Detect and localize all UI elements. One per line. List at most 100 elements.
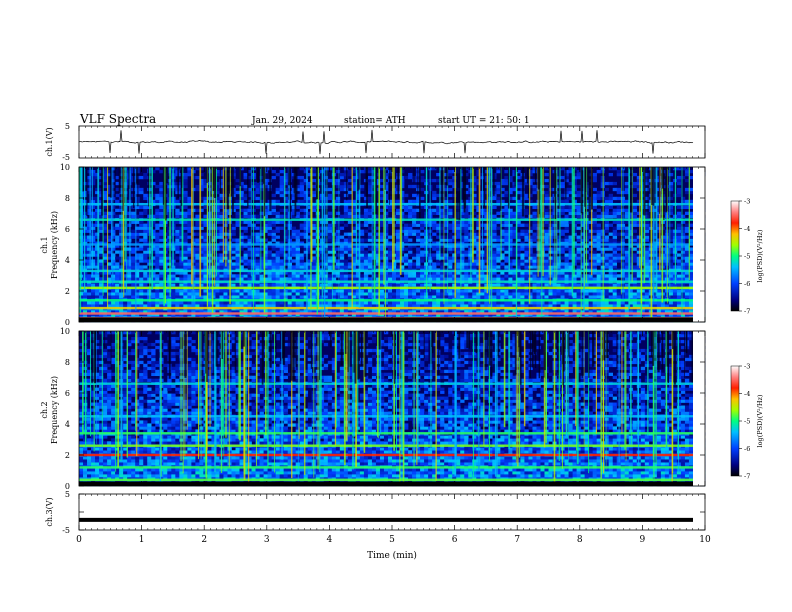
spectrogram-cell — [476, 310, 481, 314]
spectrogram-cell — [327, 232, 333, 236]
spectrogram-cell — [676, 247, 682, 251]
spectrogram-cell — [472, 289, 477, 293]
spectrogram-cell — [508, 235, 513, 239]
spectrogram-cell — [159, 310, 164, 314]
spectrogram-cell — [608, 265, 613, 269]
spectrogram-cell — [119, 232, 124, 236]
spectrogram-cell — [596, 238, 601, 242]
spectrogram-cell — [307, 271, 313, 275]
spectrogram-cell — [115, 283, 120, 287]
spectrogram-cell — [668, 289, 674, 293]
spectrogram-cell — [295, 292, 300, 296]
spectrogram-cell — [111, 310, 116, 314]
spectrogram-cell — [492, 301, 497, 305]
spectrogram-cell — [608, 259, 613, 263]
spectrogram-cell — [155, 289, 160, 293]
spectrogram-cell — [624, 277, 630, 281]
figure-title: VLF Spectra — [79, 112, 156, 126]
spectrogram-cell — [135, 277, 140, 281]
spectrogram-cell — [396, 277, 401, 281]
spectrogram-cell — [524, 247, 529, 251]
spectrogram-cell — [588, 262, 593, 266]
spectrogram-cell — [640, 232, 646, 236]
spectrogram-cell — [428, 292, 433, 296]
spectrogram-cell — [203, 295, 208, 299]
spectrogram-cell — [500, 265, 505, 269]
spectrogram-cell — [195, 310, 200, 314]
spectrogram-cell — [524, 235, 529, 239]
spectrogram-cell — [448, 226, 453, 230]
spectrogram-cell — [668, 238, 674, 242]
spectrogram-cell — [299, 292, 305, 296]
spectrogram-cell — [323, 247, 329, 251]
spectrogram-cell — [660, 304, 666, 308]
spectrogram-cell — [179, 241, 184, 245]
spectrogram-cell — [107, 229, 112, 233]
spectrogram-cell — [420, 295, 425, 299]
spectrogram-cell — [203, 289, 208, 293]
spectrogram-cell — [548, 313, 553, 317]
spectrogram-cell — [496, 283, 501, 287]
spectrogram-cell — [235, 310, 240, 314]
spectrogram-cell — [143, 277, 148, 281]
spectrogram-cell — [636, 310, 642, 314]
spectrogram-cell — [488, 289, 493, 293]
spectrogram-cell — [239, 313, 244, 317]
spectrogram-cell — [379, 265, 385, 269]
spectrogram-cell — [652, 253, 658, 257]
spectrogram-cell — [95, 310, 100, 314]
spectrogram-cell — [119, 253, 124, 257]
spectrogram-cell — [227, 313, 232, 317]
spectrogram-cell — [119, 223, 124, 227]
spectrogram-cell — [452, 295, 457, 299]
spectrogram-cell — [560, 304, 565, 308]
spectrogram-cell — [87, 223, 92, 227]
spectrogram-cell — [604, 259, 609, 263]
spectrogram-cell — [267, 229, 272, 233]
spectrogram-cell — [436, 244, 441, 248]
spectrogram-cell — [255, 304, 260, 308]
spectrogram-cell — [203, 247, 208, 251]
spectrogram-cell — [592, 271, 597, 275]
spectrogram-cell — [632, 256, 638, 260]
spectrogram-cell — [600, 301, 605, 305]
spectrogram-cell — [383, 277, 389, 281]
spectrogram-cell — [363, 259, 369, 263]
spectrogram-cell — [263, 238, 268, 242]
spectrogram-cell — [448, 301, 453, 305]
spectrogram-cell — [488, 295, 493, 299]
spectrogram-cell — [323, 244, 329, 248]
spectrogram-cell — [412, 265, 417, 269]
spectrogram-cell — [444, 292, 449, 296]
spectrogram-cell — [91, 250, 96, 254]
spectrogram-cell — [231, 292, 236, 296]
spectrogram-cell — [287, 274, 292, 278]
spectrogram-cell — [339, 274, 345, 278]
spectrogram-cell — [440, 295, 445, 299]
spectrogram-cell — [632, 277, 638, 281]
spectrogram-cell — [608, 256, 613, 260]
spectrogram-cell — [668, 265, 674, 269]
spectrogram-cell — [452, 277, 457, 281]
spectrogram-cell — [532, 244, 537, 248]
spectrogram-cell — [404, 259, 409, 263]
spectrogram-cell — [504, 283, 509, 287]
spectrogram-cell — [143, 229, 148, 233]
spectrogram-cell — [243, 304, 248, 308]
spectrogram-cell — [460, 289, 465, 293]
spectrogram-cell — [484, 295, 489, 299]
spectrogram-cell — [616, 289, 622, 293]
spectrogram-cell — [560, 295, 565, 299]
spectrogram-cell — [652, 244, 658, 248]
spectrogram-cell — [472, 232, 477, 236]
spectrogram-cell — [504, 232, 509, 236]
spectrogram-cell — [532, 301, 537, 305]
spectrogram-cell — [496, 310, 501, 314]
spectrogram-cell — [219, 259, 224, 263]
spectrogram-cell — [219, 241, 224, 245]
spectrogram-cell — [119, 250, 124, 254]
spectrogram-cell — [231, 265, 236, 269]
spectrogram-cell — [476, 265, 481, 269]
spectrogram-cell — [275, 283, 280, 287]
spectrogram-cell — [335, 310, 341, 314]
